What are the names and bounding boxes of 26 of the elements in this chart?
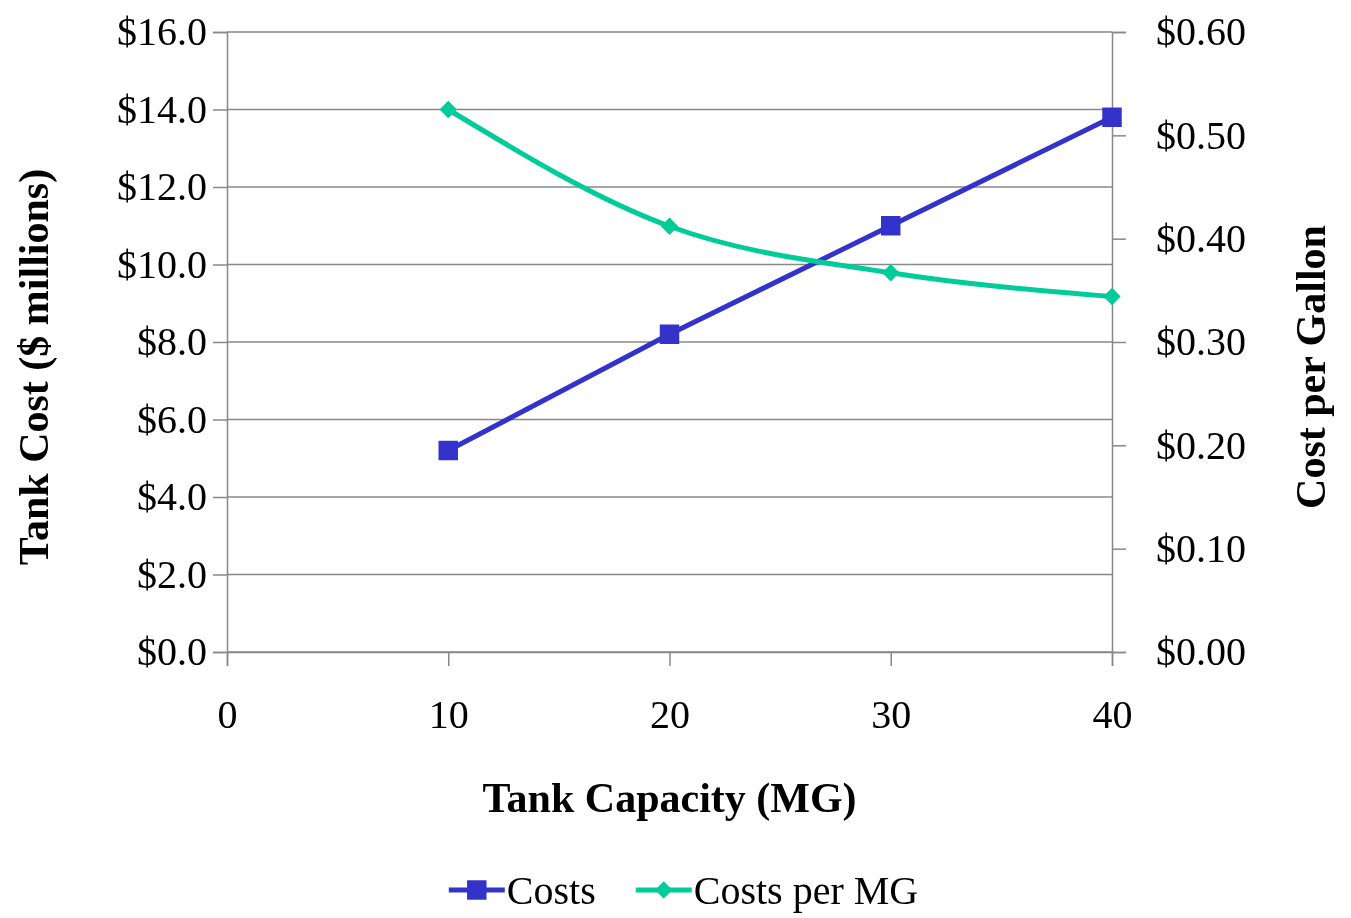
y-tick-label: $4.0 [137,474,207,520]
y-tick-label: $0.0 [137,629,207,675]
y2-tick-label: $0.10 [1156,525,1246,571]
y2-tick-label: $0.20 [1156,422,1246,468]
y2-tick-label: $0.30 [1156,319,1246,365]
y-tick-label: $2.0 [137,551,207,597]
legend-label: Costs [506,868,596,913]
x-tick-label: 20 [650,692,690,737]
y-tick-label: $8.0 [137,319,207,365]
y-tick-label: $10.0 [117,241,207,287]
y2-axis-title: Cost per Gallon [1288,225,1334,509]
x-tick-label: 30 [871,692,912,737]
y-axis-title: Tank Cost ($ millions) [11,168,58,566]
y2-tick-label: $0.40 [1156,215,1246,261]
y2-tick-label: $0.00 [1156,629,1246,675]
x-tick-label: 10 [428,692,469,737]
y2-tick-label: $0.50 [1156,112,1246,158]
x-axis-title: Tank Capacity (MG) [482,775,857,822]
legend-label: Costs per MG [693,868,919,913]
y-tick-label: $6.0 [137,396,207,442]
y-tick-label: $14.0 [117,86,207,132]
y-tick-label: $12.0 [117,164,207,210]
y2-tick-label: $0.60 [1156,9,1246,55]
y-tick-label: $16.0 [117,9,207,55]
x-tick-label: 0 [217,692,238,737]
x-tick-label: 40 [1092,692,1133,737]
